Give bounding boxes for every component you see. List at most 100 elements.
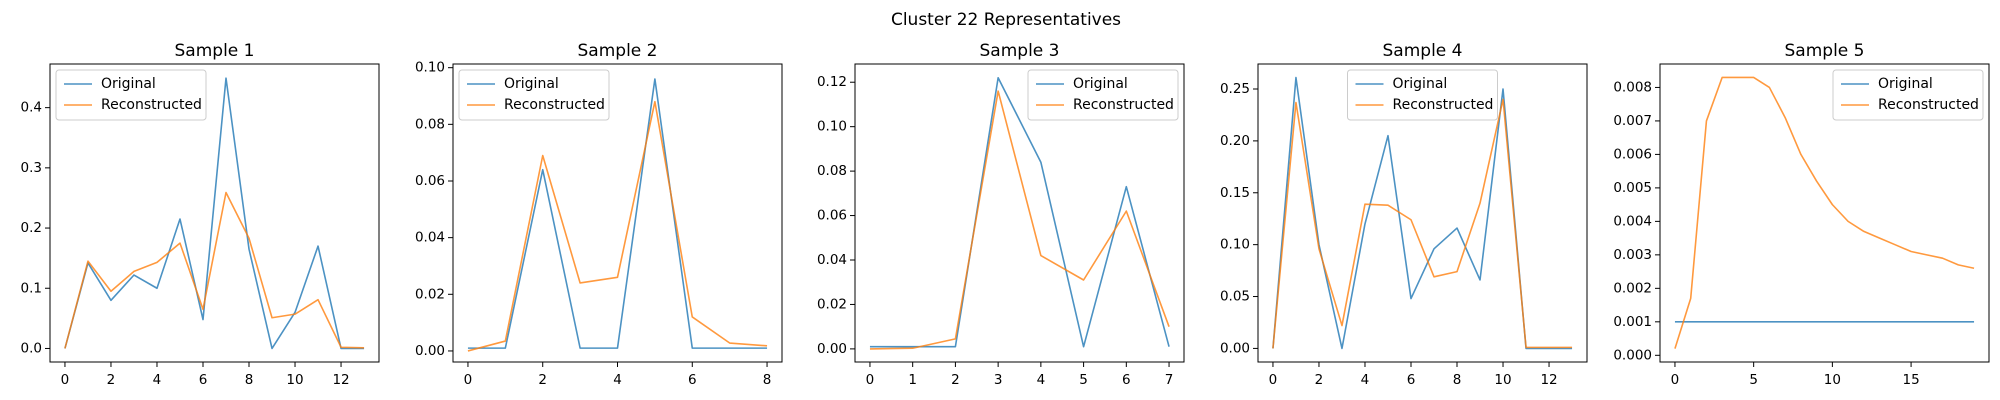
series-line-reconstructed — [64, 191, 365, 349]
y-tick-label: 0.20 — [1220, 133, 1250, 149]
series-line-reconstructed — [1674, 76, 1975, 349]
x-tick-label: 2 — [538, 372, 547, 388]
x-tick-label: 15 — [1902, 372, 1919, 388]
legend-label: Reconstructed — [1878, 97, 1979, 113]
legend: Original Reconstructed — [55, 69, 207, 121]
x-tick-label: 6 — [199, 372, 208, 388]
y-tick-label: 0.0 — [21, 340, 42, 356]
y-tick-label: 0.000 — [1613, 347, 1652, 363]
legend-label: Original — [1073, 76, 1128, 92]
y-tick-label: 0.001 — [1613, 314, 1652, 330]
panel-title: Sample 1 — [175, 41, 255, 61]
x-tick-label: 2 — [951, 372, 960, 388]
series-line-reconstructed — [869, 90, 1170, 350]
legend: Original Reconstructed — [458, 69, 610, 121]
x-tick-label: 4 — [1361, 372, 1370, 388]
chart-panel-5: Sample 5 0 5 10 15 0.000 0.001 0.002 0.003 0.004 0… — [1613, 41, 1990, 388]
axes-frame — [1659, 63, 1990, 363]
axes-frame — [49, 63, 380, 363]
x-tick-label: 12 — [1540, 372, 1557, 388]
x-tick-label: 0 — [1269, 372, 1278, 388]
legend-box — [1832, 69, 1984, 121]
y-tick-label: 0.005 — [1613, 180, 1652, 196]
legend-box — [458, 69, 610, 121]
panel-title: Sample 3 — [980, 41, 1060, 61]
y-tick-label: 0.25 — [1220, 81, 1250, 97]
y-tick-label: 0.004 — [1613, 213, 1652, 229]
y-tick-label: 0.04 — [415, 230, 445, 246]
x-tick-label: 0 — [1671, 372, 1680, 388]
x-tick-label: 8 — [763, 372, 772, 388]
legend-label: Original — [1878, 76, 1933, 92]
x-tick-label: 12 — [332, 372, 349, 388]
y-tick-label: 0.008 — [1613, 79, 1652, 95]
x-tick-label: 10 — [1494, 372, 1511, 388]
y-tick-label: 0.007 — [1613, 113, 1652, 129]
y-tick-label: 0.003 — [1613, 247, 1652, 263]
y-tick-label: 0.00 — [1220, 340, 1250, 356]
y-tick-label: 0.02 — [817, 296, 847, 312]
x-tick-label: 6 — [688, 372, 697, 388]
y-tick-label: 0.3 — [21, 160, 42, 176]
axes-frame — [1257, 63, 1588, 363]
axes-frame — [854, 63, 1185, 363]
legend-label: Reconstructed — [101, 97, 202, 113]
x-tick-label: 2 — [107, 372, 116, 388]
x-tick-label: 0 — [464, 372, 473, 388]
x-tick-label: 2 — [1315, 372, 1324, 388]
panel-title: Sample 4 — [1383, 41, 1463, 61]
legend-label: Reconstructed — [1073, 97, 1174, 113]
y-tick-label: 0.02 — [415, 286, 445, 302]
x-tick-label: 10 — [1824, 372, 1841, 388]
y-tick-label: 0.08 — [817, 163, 847, 179]
y-tick-label: 0.1 — [21, 280, 42, 296]
y-tick-label: 0.00 — [415, 343, 445, 359]
series-line-reconstructed — [467, 100, 768, 352]
figure-suptitle: Cluster 22 Representatives — [891, 10, 1121, 30]
y-tick-label: 0.00 — [817, 341, 847, 357]
y-tick-label: 0.006 — [1613, 146, 1652, 162]
x-tick-label: 5 — [1749, 372, 1758, 388]
chart-panel-3: Sample 3 0 1 2 3 4 5 6 7 0.00 0.02 0.04 0.06 0.08 0.10… — [817, 41, 1185, 388]
y-tick-label: 0.10 — [817, 119, 847, 135]
legend-label: Reconstructed — [1393, 97, 1494, 113]
y-tick-label: 0.04 — [817, 252, 847, 268]
y-tick-label: 0.10 — [1220, 237, 1250, 253]
y-tick-label: 0.05 — [1220, 289, 1250, 305]
x-tick-label: 6 — [1407, 372, 1416, 388]
y-tick-label: 0.12 — [817, 74, 847, 90]
x-tick-label: 1 — [908, 372, 917, 388]
x-tick-label: 4 — [1037, 372, 1046, 388]
x-tick-label: 4 — [153, 372, 162, 388]
x-tick-label: 0 — [61, 372, 70, 388]
x-tick-label: 0 — [866, 372, 875, 388]
panel-title: Sample 5 — [1785, 41, 1865, 61]
y-tick-label: 0.15 — [1220, 185, 1250, 201]
panel-title: Sample 2 — [578, 41, 658, 61]
y-tick-label: 0.2 — [21, 220, 42, 236]
legend-label: Original — [101, 76, 156, 92]
series-line-original — [467, 78, 768, 349]
series-line-original — [64, 77, 365, 350]
legend-box — [55, 69, 207, 121]
chart-panel-1: Sample 1 0 2 4 6 8 10 12 0.0 0.1 0.2 0.3 0.4 Original… — [21, 41, 380, 388]
x-tick-label: 10 — [286, 372, 303, 388]
x-tick-label: 4 — [613, 372, 622, 388]
chart-panel-2: Sample 2 0 2 4 6 8 0.00 0.02 0.04 0.06 0.08 0.10 Ori… — [415, 41, 783, 388]
y-tick-label: 0.08 — [415, 116, 445, 132]
legend: Original Reconstructed — [1347, 69, 1498, 121]
legend: Original Reconstructed — [1832, 69, 1984, 121]
legend: Original Reconstructed — [1027, 69, 1179, 121]
legend-label: Original — [504, 76, 559, 92]
legend-label: Original — [1393, 76, 1448, 92]
x-tick-label: 3 — [994, 372, 1003, 388]
legend-label: Reconstructed — [504, 97, 605, 113]
y-tick-label: 0.10 — [415, 60, 445, 76]
series-line-reconstructed — [1272, 98, 1573, 349]
x-tick-label: 7 — [1165, 372, 1174, 388]
chart-panel-4: Sample 4 0 2 4 6 8 10 12 0.00 0.05 0.10 0.15 0.20 0.2… — [1220, 41, 1588, 388]
y-tick-label: 0.4 — [21, 100, 42, 116]
y-tick-label: 0.06 — [817, 208, 847, 224]
x-tick-label: 8 — [1453, 372, 1462, 388]
